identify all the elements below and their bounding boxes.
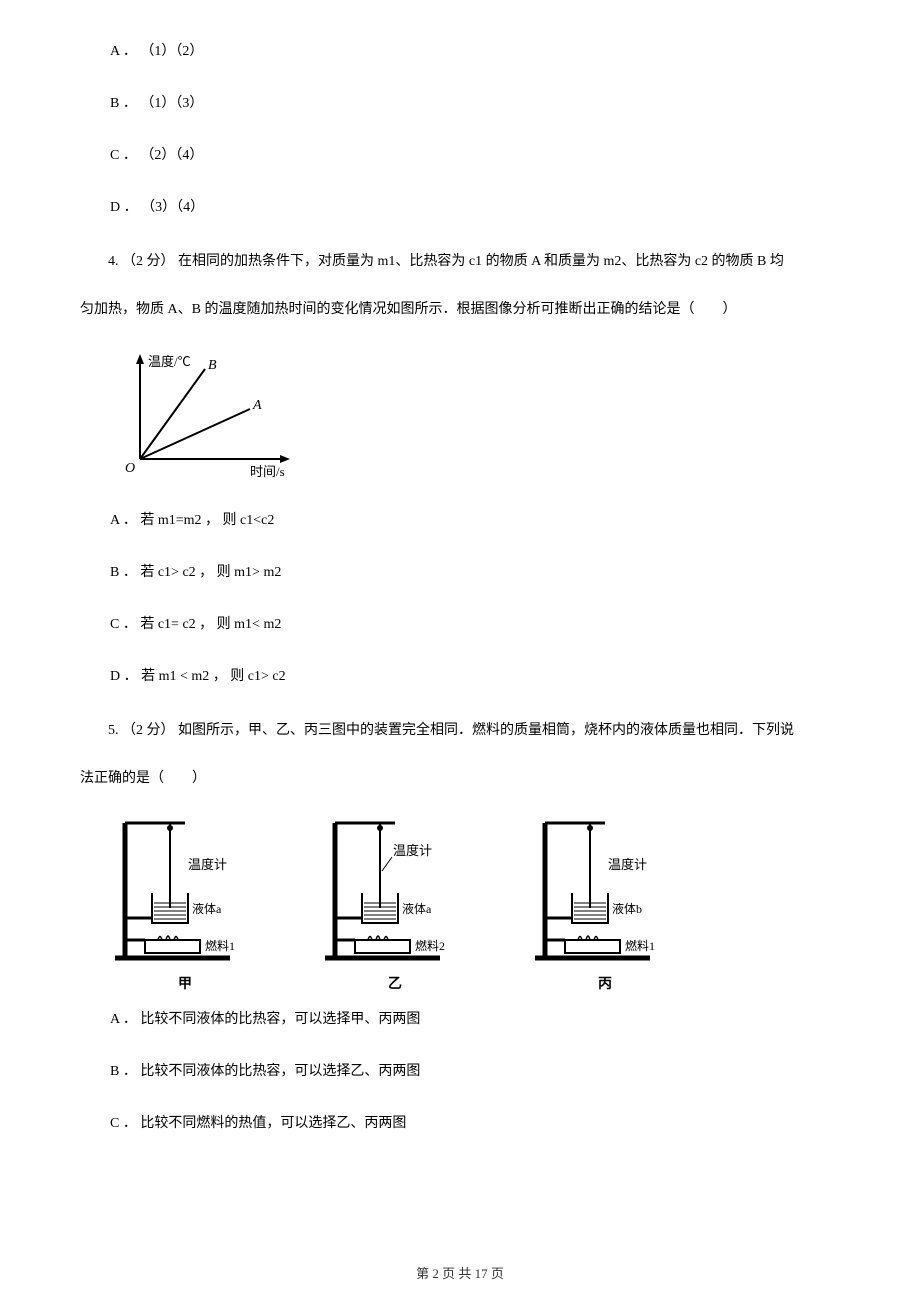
q3-option-b[interactable]: B ． （1）（3） bbox=[80, 92, 840, 112]
option-text: 比较不同液体的比热容，可以选择甲、丙两图 bbox=[140, 1012, 420, 1027]
page-footer: 第 2 页 共 17 页 bbox=[0, 1263, 920, 1282]
option-text: 比较不同液体的比热容，可以选择乙、丙两图 bbox=[140, 1064, 420, 1079]
q3-option-d[interactable]: D ． （3）（4） bbox=[80, 196, 840, 216]
q3-option-a[interactable]: A ． （1）（2） bbox=[80, 40, 840, 60]
apparatus-yi: 温度计 液体a 燃料2 乙 bbox=[320, 813, 470, 993]
apparatus-jia-svg: 温度计 液体a 燃料1 bbox=[110, 813, 260, 968]
q5-option-c[interactable]: C ． 比较不同燃料的热值，可以选择乙、丙两图 bbox=[80, 1112, 840, 1132]
option-text: （2）（4） bbox=[140, 148, 203, 163]
q4-option-c[interactable]: C ． 若 c1= c2 ， 则 m1< m2 bbox=[80, 613, 840, 633]
q4-option-b[interactable]: B ． 若 c1> c2 ， 则 m1> m2 bbox=[80, 561, 840, 581]
q5-number: 5. bbox=[108, 723, 119, 738]
q4-number: 4. bbox=[108, 254, 119, 269]
q5-question-line2: 法正确的是（ ） bbox=[80, 765, 840, 793]
q5-text1: 如图所示，甲、乙、丙三图中的装置完全相同．燃料的质量相筒，烧杯内的液体质量也相同… bbox=[178, 723, 794, 738]
svg-text:温度计: 温度计 bbox=[188, 857, 227, 872]
q4-points: （2 分） bbox=[122, 254, 175, 269]
q4-text1: 在相同的加热条件下，对质量为 m1、比热容为 c1 的物质 A 和质量为 m2、… bbox=[178, 254, 784, 269]
y-axis-label-text: 温度/℃ bbox=[148, 354, 191, 369]
q4-question: 4. （2 分） 在相同的加热条件下，对质量为 m1、比热容为 c1 的物质 A… bbox=[80, 248, 840, 276]
q4-graph: 温度/℃ B A O 时间/s bbox=[110, 344, 840, 484]
q4-text2: 匀加热，物质 A、B 的温度随加热时间的变化情况如图所示．根据图像分析可推断出正… bbox=[80, 302, 736, 317]
option-label: B ． bbox=[110, 96, 137, 111]
option-label: B ． bbox=[110, 1064, 137, 1079]
option-label: D ． bbox=[110, 200, 138, 215]
page-number: 第 2 页 共 17 页 bbox=[416, 1266, 504, 1281]
caption-jia: 甲 bbox=[178, 973, 192, 993]
option-text: （3）（4） bbox=[141, 200, 204, 215]
option-label: C ． bbox=[110, 1116, 137, 1131]
q5-points: （2 分） bbox=[122, 723, 175, 738]
q5-option-a[interactable]: A ． 比较不同液体的比热容，可以选择甲、丙两图 bbox=[80, 1008, 840, 1028]
apparatus-bing: 温度计 液体b 燃料1 丙 bbox=[530, 813, 680, 993]
q5-text2: 法正确的是（ ） bbox=[80, 771, 206, 786]
apparatus-bing-svg: 温度计 液体b 燃料1 bbox=[530, 813, 680, 968]
temperature-time-graph: 温度/℃ B A O 时间/s bbox=[110, 344, 310, 484]
option-label: C ． bbox=[110, 617, 137, 632]
svg-text:液体b: 液体b bbox=[612, 901, 642, 916]
option-label: B ． bbox=[110, 565, 137, 580]
q5-option-b[interactable]: B ． 比较不同液体的比热容，可以选择乙、丙两图 bbox=[80, 1060, 840, 1080]
q4-option-a[interactable]: A ． 若 m1=m2 ， 则 c1<c2 bbox=[80, 509, 840, 529]
option-text: （1）（3） bbox=[140, 96, 203, 111]
option-text: （1）（2） bbox=[140, 44, 203, 59]
option-text: 若 c1= c2 ， 则 m1< m2 bbox=[140, 617, 281, 632]
option-text: 若 m1 < m2 ， 则 c1> c2 bbox=[141, 669, 286, 684]
q4-option-d[interactable]: D ． 若 m1 < m2 ， 则 c1> c2 bbox=[80, 665, 840, 685]
apparatus-yi-svg: 温度计 液体a 燃料2 bbox=[320, 813, 470, 968]
svg-text:液体a: 液体a bbox=[402, 901, 432, 916]
svg-text:燃料2: 燃料2 bbox=[415, 938, 445, 953]
option-label: A ． bbox=[110, 44, 137, 59]
svg-text:温度计: 温度计 bbox=[393, 843, 432, 858]
option-label: C ． bbox=[110, 148, 137, 163]
svg-text:燃料1: 燃料1 bbox=[205, 938, 235, 953]
origin-label-text: O bbox=[125, 461, 135, 476]
option-text: 比较不同燃料的热值，可以选择乙、丙两图 bbox=[140, 1116, 406, 1131]
svg-text:温度计: 温度计 bbox=[608, 857, 647, 872]
option-label: D ． bbox=[110, 669, 138, 684]
option-text: 若 c1> c2 ， 则 m1> m2 bbox=[140, 565, 281, 580]
x-axis-label-text: 时间/s bbox=[250, 464, 285, 479]
line-b-label-text: B bbox=[208, 358, 217, 373]
apparatus-jia: 温度计 液体a 燃料1 甲 bbox=[110, 813, 260, 993]
svg-text:燃料1: 燃料1 bbox=[625, 938, 655, 953]
caption-yi: 乙 bbox=[388, 973, 402, 993]
option-label: A ． bbox=[110, 513, 137, 528]
q3-option-c[interactable]: C ． （2）（4） bbox=[80, 144, 840, 164]
q5-figures: 温度计 液体a 燃料1 甲 温度计 bbox=[110, 813, 840, 993]
svg-text:液体a: 液体a bbox=[192, 901, 222, 916]
q4-question-line2: 匀加热，物质 A、B 的温度随加热时间的变化情况如图所示．根据图像分析可推断出正… bbox=[80, 296, 840, 324]
line-a-label-text: A bbox=[252, 398, 262, 413]
option-label: A ． bbox=[110, 1012, 137, 1027]
caption-bing: 丙 bbox=[598, 973, 612, 993]
option-text: 若 m1=m2 ， 则 c1<c2 bbox=[140, 513, 274, 528]
q5-question: 5. （2 分） 如图所示，甲、乙、丙三图中的装置完全相同．燃料的质量相筒，烧杯… bbox=[80, 717, 840, 745]
